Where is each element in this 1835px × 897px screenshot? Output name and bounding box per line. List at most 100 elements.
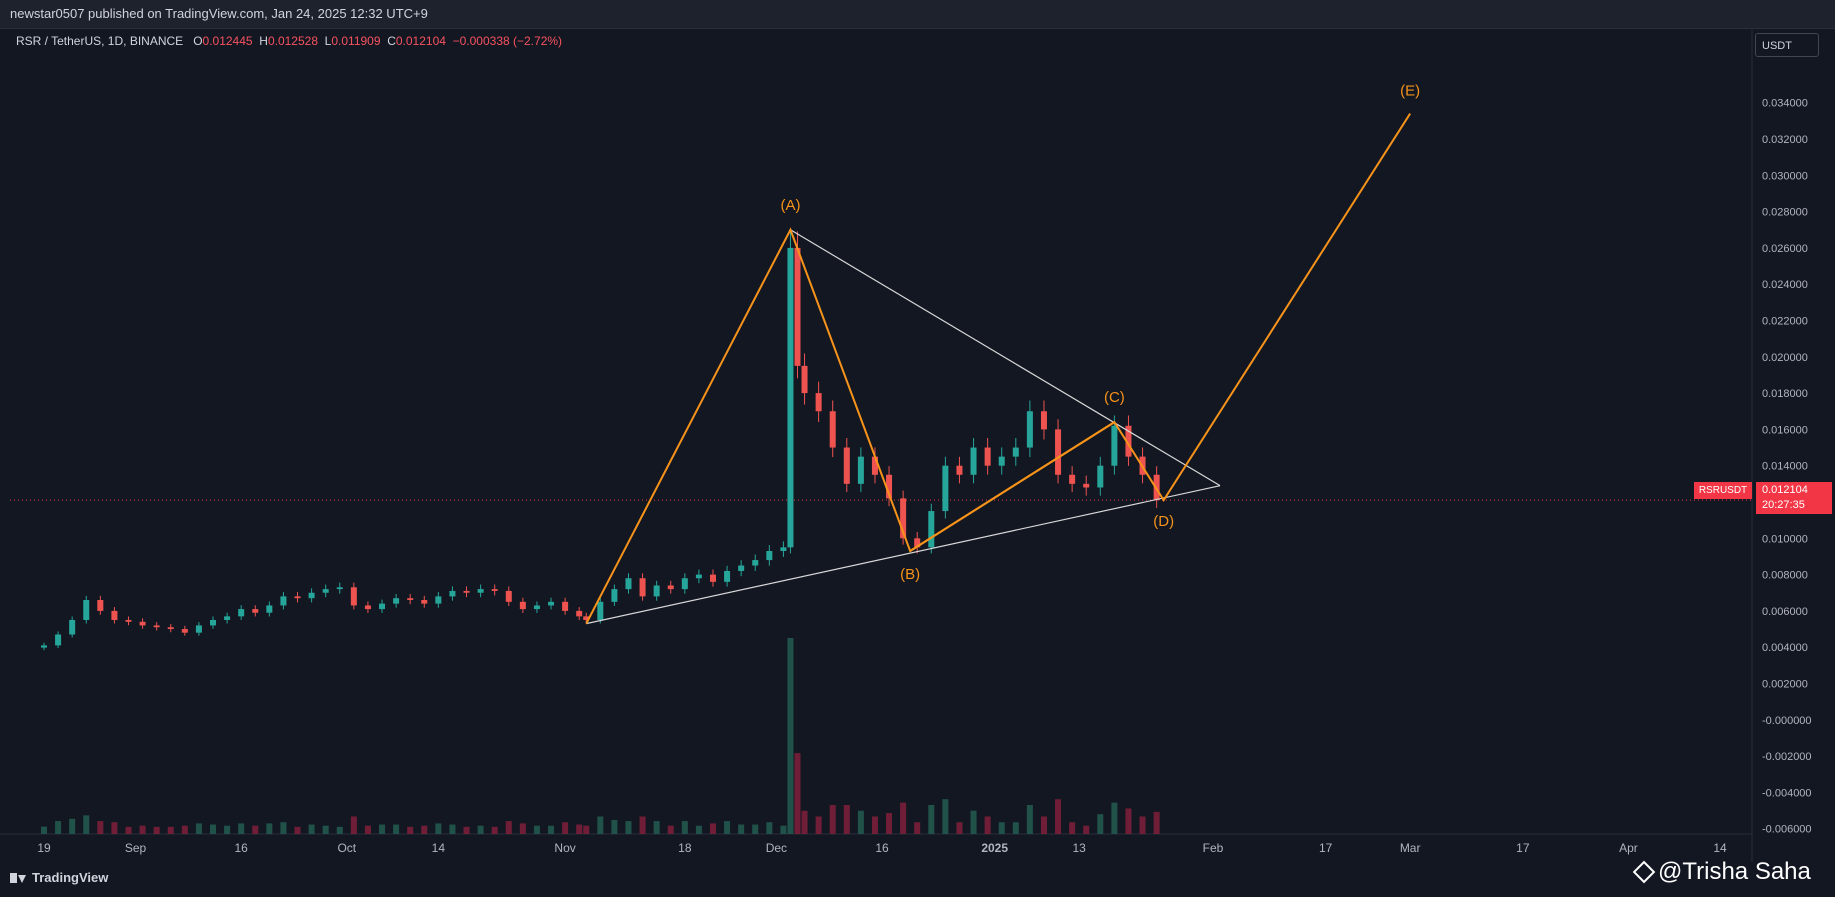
candle-body <box>280 596 287 606</box>
volume-bar <box>970 810 977 834</box>
candle-body <box>653 585 660 597</box>
volume-bar <box>900 802 907 834</box>
candle-body <box>97 600 104 611</box>
volume-bar <box>801 810 808 834</box>
publish-info: newstar0507 published on TradingView.com… <box>10 6 428 21</box>
volume-bar <box>956 822 963 834</box>
candle-body <box>597 601 604 620</box>
candle-body <box>111 610 118 620</box>
candle-body <box>1026 411 1033 448</box>
x-tick-label: Nov <box>554 841 575 855</box>
symbol-price-tag: RSRUSDT <box>1694 482 1752 499</box>
low-label: L <box>324 34 332 48</box>
candle-body <box>195 625 202 633</box>
candle-body <box>153 625 160 628</box>
volume-bar <box>1040 816 1047 834</box>
x-tick-label: Oct <box>337 841 356 855</box>
volume-bar <box>477 825 484 834</box>
wave-bc-line <box>909 421 1115 552</box>
candle-body <box>1069 474 1076 484</box>
open-value: 0.012445 <box>202 34 253 48</box>
volume-bar <box>125 826 132 834</box>
last-price-tag: 0.012104 20:27:35 <box>1756 482 1832 514</box>
x-tick-label: 19 <box>37 841 51 855</box>
volume-bar <box>794 753 801 834</box>
y-tick-label: -0.002000 <box>1762 751 1812 763</box>
volume-bar <box>463 826 470 834</box>
candle-body <box>294 596 301 599</box>
volume-bar <box>449 824 456 834</box>
symbol-ohlc-legend: RSR / TetherUS, 1D, BINANCE O0.012445 H0… <box>16 34 562 48</box>
candle-body <box>871 456 878 475</box>
volume-bar <box>1083 825 1090 834</box>
volume-bar <box>1026 804 1033 834</box>
bar-countdown: 20:27:35 <box>1762 499 1805 511</box>
candle-body <box>667 585 674 590</box>
candle-body <box>308 592 315 599</box>
volume-bar <box>653 821 660 834</box>
candle-body <box>576 610 583 617</box>
candle-body <box>857 456 864 484</box>
candle-body <box>928 511 935 548</box>
tradingview-logo-text: TradingView <box>32 870 109 885</box>
x-tick-label: 17 <box>1319 841 1333 855</box>
volume-bar <box>843 804 850 834</box>
volume-bar <box>1139 816 1146 834</box>
volume-bar <box>210 824 217 834</box>
volume-bar <box>181 825 188 834</box>
candle-body <box>393 598 400 604</box>
candle-body <box>477 589 484 593</box>
y-tick-label: 0.030000 <box>1762 170 1808 182</box>
x-tick-label: 18 <box>678 841 692 855</box>
y-tick-label: 0.032000 <box>1762 134 1808 146</box>
candle-body <box>350 587 357 606</box>
volume-bar <box>350 816 357 834</box>
volume-bar <box>308 824 315 834</box>
y-tick-label: 0.018000 <box>1762 388 1808 400</box>
volume-bar <box>639 816 646 834</box>
candle-body <box>998 456 1005 466</box>
x-tick-label: Feb <box>1203 841 1224 855</box>
volume-bar <box>724 821 731 834</box>
volume-bar <box>97 821 104 834</box>
y-tick-label: 0.006000 <box>1762 606 1808 618</box>
candle-body <box>1111 425 1118 466</box>
candle-body <box>533 605 540 610</box>
y-tick-label: 0.034000 <box>1762 98 1808 110</box>
y-tick-label: 0.014000 <box>1762 461 1808 473</box>
volume-bar <box>780 825 787 834</box>
volume-bar <box>597 816 604 834</box>
candle-body <box>738 565 745 571</box>
volume-bar <box>111 822 118 834</box>
candle-body <box>794 247 801 366</box>
volume-bar <box>766 822 773 834</box>
volume-bar <box>421 825 428 834</box>
candle-body <box>238 609 245 617</box>
candle-body <box>815 393 822 412</box>
candle-body <box>83 600 90 620</box>
y-tick-label: -0.006000 <box>1762 824 1812 836</box>
y-tick-label: 0.002000 <box>1762 679 1808 691</box>
volume-bar <box>252 825 259 834</box>
volume-bar <box>695 825 702 834</box>
wave-label: (D) <box>1153 513 1174 530</box>
volume-bar <box>1125 808 1132 834</box>
candle-body <box>1097 465 1104 488</box>
candle-body <box>1012 447 1019 457</box>
x-tick-label: 2025 <box>981 841 1008 855</box>
candle-body <box>491 589 498 591</box>
candle-body <box>41 645 47 648</box>
currency-unit-button[interactable]: USDT <box>1755 33 1819 57</box>
volume-bar <box>407 826 414 834</box>
candle-body <box>583 616 590 620</box>
symbol-title[interactable]: RSR / TetherUS, 1D, BINANCE <box>16 34 184 48</box>
volume-bar <box>1153 811 1160 834</box>
volume-bar <box>829 804 836 834</box>
volume-bar <box>611 819 618 834</box>
candle-body <box>266 605 273 613</box>
candle-body <box>724 570 731 582</box>
volume-bar <box>519 823 526 834</box>
volume-bar <box>583 825 590 834</box>
tradingview-logo[interactable]: TradingView <box>10 870 108 885</box>
